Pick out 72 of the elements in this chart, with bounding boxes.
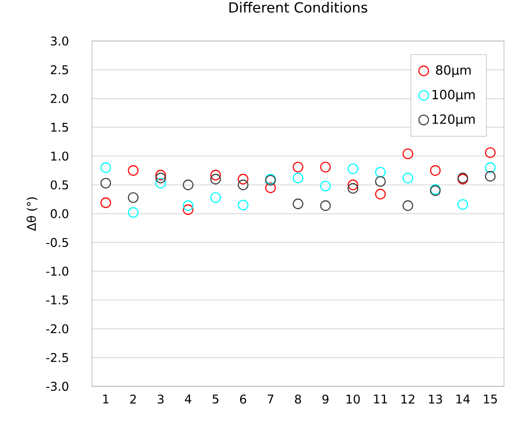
point [155,178,166,188]
x-tick-label: 10 [346,394,360,404]
point [238,180,248,190]
point [402,172,414,184]
point [238,200,248,210]
y-tick-label: 0.0 [50,209,68,218]
point [210,174,221,184]
point [210,192,221,203]
point [100,162,112,173]
point [155,170,166,180]
point [128,165,139,176]
y-tick-label: 1.0 [51,152,68,161]
point [348,183,358,194]
x-tick-label: 13 [429,394,442,404]
x-tick-label: 2 [130,394,136,404]
point [430,165,441,176]
y-tick-label: 2.0 [50,94,68,104]
x-tick-label: 14 [456,394,470,404]
point [484,162,496,173]
y-axis-title: Δθ (°) [26,197,38,231]
x-tick-label: 9 [322,394,328,404]
point [375,188,386,200]
y-tick-label: 3.0 [50,36,68,46]
y-tick-label: -1.0 [46,266,68,276]
point [348,163,358,174]
y-tick-label: -2.0 [46,324,68,334]
point [210,170,221,180]
y-tick-label: -3.0 [46,382,68,391]
point [402,200,414,211]
y-tick-label: -1.5 [46,296,68,304]
point [182,180,194,190]
point [292,172,304,184]
point [457,199,468,210]
legend-label: 120μm [432,114,475,126]
point [484,170,496,182]
y-tick-label: -2.5 [46,353,68,362]
y-tick-label: 1.5 [51,122,68,132]
point [320,200,331,211]
x-tick-label: 15 [484,394,497,404]
point [182,204,194,215]
point [238,174,248,184]
point [292,198,304,210]
y-tick-label: 0.5 [50,180,68,190]
point [265,182,276,194]
point [375,166,386,178]
x-tick-label: 12 [402,394,414,404]
point [128,207,139,218]
x-tick-label: 11 [374,394,387,404]
x-tick-label: 7 [268,394,274,404]
point [155,172,166,184]
x-tick-label: 6 [240,394,246,404]
point [128,192,139,203]
legend-label: 100μm [432,90,475,102]
x-tick-label: 5 [212,394,218,404]
point [402,148,414,160]
point [182,200,194,211]
point [320,162,331,172]
x-tick-label: 8 [295,394,302,404]
point [100,178,112,188]
y-tick-label: 2.5 [50,65,68,74]
point [484,147,496,158]
point [320,180,331,192]
point [375,176,386,187]
x-tick-label: 4 [184,394,192,404]
x-tick-label: 3 [158,394,164,404]
y-tick-label: -0.5 [46,238,68,247]
legend-label: 80μm [436,65,471,78]
point [100,197,112,208]
point [348,180,358,190]
x-tick-label: 1 [103,394,108,404]
chart-title: Different Conditions [229,2,368,13]
point [292,162,304,172]
